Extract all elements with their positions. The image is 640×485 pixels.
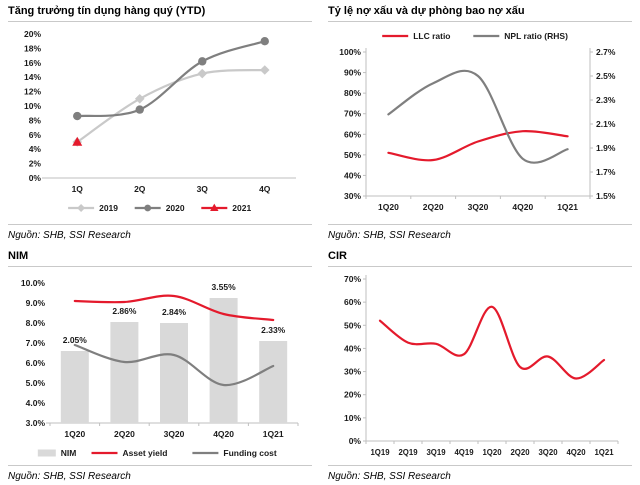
nim-chart: 3.0% 4.0% 5.0% 6.0% 7.0% 8.0% 9.0% 10.0% 2.05% 2.… bbox=[21, 278, 299, 458]
svg-text:1Q21: 1Q21 bbox=[557, 202, 578, 212]
svg-text:80%: 80% bbox=[344, 88, 361, 98]
nim-source: Nguồn: SHB, SSI Research bbox=[8, 465, 312, 482]
svg-text:LLC ratio: LLC ratio bbox=[413, 31, 450, 41]
svg-text:3.0%: 3.0% bbox=[26, 418, 46, 428]
svg-text:7.0%: 7.0% bbox=[26, 338, 46, 348]
svg-text:2.84%: 2.84% bbox=[162, 307, 187, 317]
svg-text:70%: 70% bbox=[344, 274, 361, 284]
svg-text:40%: 40% bbox=[344, 343, 361, 353]
svg-text:1Q: 1Q bbox=[72, 184, 84, 194]
svg-text:40%: 40% bbox=[344, 170, 361, 180]
svg-text:30%: 30% bbox=[344, 367, 361, 377]
svg-text:10%: 10% bbox=[24, 101, 41, 111]
svg-text:10%: 10% bbox=[344, 413, 361, 423]
cir-source: Nguồn: SHB, SSI Research bbox=[328, 465, 632, 482]
svg-text:1Q19: 1Q19 bbox=[370, 448, 390, 457]
svg-text:4.0%: 4.0% bbox=[26, 398, 46, 408]
npl-llc-source: Nguồn: SHB, SSI Research bbox=[328, 224, 632, 241]
svg-text:2.33%: 2.33% bbox=[261, 325, 286, 335]
panel-npl-llc: Tỷ lệ nợ xấu và dự phòng bao nợ xấu 30% 4… bbox=[320, 0, 640, 245]
svg-text:1Q20: 1Q20 bbox=[64, 429, 85, 439]
svg-text:6%: 6% bbox=[29, 130, 42, 140]
nim-title: NIM bbox=[8, 250, 312, 267]
svg-text:2Q20: 2Q20 bbox=[423, 202, 444, 212]
svg-text:4Q: 4Q bbox=[259, 184, 271, 194]
panel-cir: CIR 0% 10% 20% 30% 40% 50% 60% 70% 1Q19 2Q19 3Q19 4… bbox=[320, 245, 640, 485]
svg-text:9.0%: 9.0% bbox=[26, 298, 46, 308]
svg-text:4Q19: 4Q19 bbox=[454, 448, 474, 457]
svg-text:3Q20: 3Q20 bbox=[538, 448, 558, 457]
svg-text:20%: 20% bbox=[344, 390, 361, 400]
svg-text:2Q20: 2Q20 bbox=[510, 448, 530, 457]
svg-text:2%: 2% bbox=[29, 159, 42, 169]
svg-text:2.3%: 2.3% bbox=[596, 95, 616, 105]
credit-growth-source: Nguồn: SHB, SSI Research bbox=[8, 224, 312, 241]
svg-text:1.7%: 1.7% bbox=[596, 167, 616, 177]
svg-text:1Q21: 1Q21 bbox=[263, 429, 284, 439]
svg-text:50%: 50% bbox=[344, 320, 361, 330]
panel-credit-growth: Tăng trưởng tín dụng hàng quý (YTD) 0% 2%… bbox=[0, 0, 320, 245]
svg-text:4Q20: 4Q20 bbox=[213, 429, 234, 439]
svg-text:10.0%: 10.0% bbox=[21, 278, 46, 288]
svg-text:8%: 8% bbox=[29, 115, 42, 125]
svg-text:1.9%: 1.9% bbox=[596, 143, 616, 153]
svg-text:50%: 50% bbox=[344, 150, 361, 160]
svg-text:Asset yield: Asset yield bbox=[123, 448, 168, 458]
svg-text:16%: 16% bbox=[24, 58, 41, 68]
svg-text:Funding cost: Funding cost bbox=[223, 448, 277, 458]
svg-text:8.0%: 8.0% bbox=[26, 318, 46, 328]
svg-text:6.0%: 6.0% bbox=[26, 358, 46, 368]
svg-text:NPL ratio (RHS): NPL ratio (RHS) bbox=[504, 31, 568, 41]
npl-llc-chart: 30% 40% 50% 60% 70% 80% 90% 100% 1.5% 1.7% 1.9% 2.1… bbox=[339, 31, 616, 212]
svg-text:NIM: NIM bbox=[61, 448, 77, 458]
svg-text:3Q20: 3Q20 bbox=[164, 429, 185, 439]
cir-chart: 0% 10% 20% 30% 40% 50% 60% 70% 1Q19 2Q19 3Q19 4Q19 1… bbox=[344, 274, 619, 457]
svg-text:18%: 18% bbox=[24, 43, 41, 53]
svg-text:0%: 0% bbox=[349, 436, 362, 446]
svg-text:2.86%: 2.86% bbox=[112, 306, 137, 316]
svg-text:2Q: 2Q bbox=[134, 184, 146, 194]
svg-text:1Q20: 1Q20 bbox=[482, 448, 502, 457]
svg-text:3Q19: 3Q19 bbox=[426, 448, 446, 457]
credit-growth-chart: 0% 2% 4% 6% 8% 10% 12% 14% 16% 18% 20% 1Q 2Q 3Q 4Q 2019… bbox=[24, 29, 296, 213]
svg-text:1Q21: 1Q21 bbox=[594, 448, 614, 457]
npl-llc-title: Tỷ lệ nợ xấu và dự phòng bao nợ xấu bbox=[328, 5, 632, 22]
svg-text:1Q20: 1Q20 bbox=[378, 202, 399, 212]
svg-text:4Q20: 4Q20 bbox=[566, 448, 586, 457]
svg-text:70%: 70% bbox=[344, 109, 361, 119]
svg-text:90%: 90% bbox=[344, 68, 361, 78]
svg-text:2.7%: 2.7% bbox=[596, 47, 616, 57]
svg-text:2.1%: 2.1% bbox=[596, 119, 616, 129]
svg-text:14%: 14% bbox=[24, 72, 41, 82]
svg-text:100%: 100% bbox=[339, 47, 361, 57]
svg-text:4Q20: 4Q20 bbox=[512, 202, 533, 212]
svg-text:3Q: 3Q bbox=[197, 184, 209, 194]
panel-nim: NIM 3.0% 4.0% 5.0% 6.0% 7.0% 8.0% 9.0% 10.0% 2.0… bbox=[0, 245, 320, 485]
svg-text:30%: 30% bbox=[344, 191, 361, 201]
svg-text:1.5%: 1.5% bbox=[596, 191, 616, 201]
svg-text:20%: 20% bbox=[24, 29, 41, 39]
svg-text:3.55%: 3.55% bbox=[212, 282, 237, 292]
svg-text:2021: 2021 bbox=[232, 203, 251, 213]
svg-text:2Q20: 2Q20 bbox=[114, 429, 135, 439]
svg-text:2019: 2019 bbox=[99, 203, 118, 213]
svg-text:2Q19: 2Q19 bbox=[398, 448, 418, 457]
svg-text:4%: 4% bbox=[29, 144, 42, 154]
credit-growth-title: Tăng trưởng tín dụng hàng quý (YTD) bbox=[8, 5, 312, 22]
svg-text:0%: 0% bbox=[29, 173, 42, 183]
svg-text:2.05%: 2.05% bbox=[63, 335, 88, 345]
svg-text:2.5%: 2.5% bbox=[596, 71, 616, 81]
svg-text:3Q20: 3Q20 bbox=[468, 202, 489, 212]
svg-text:2020: 2020 bbox=[166, 203, 185, 213]
svg-text:5.0%: 5.0% bbox=[26, 378, 46, 388]
svg-text:12%: 12% bbox=[24, 87, 41, 97]
cir-title: CIR bbox=[328, 250, 632, 267]
svg-text:60%: 60% bbox=[344, 129, 361, 139]
svg-text:60%: 60% bbox=[344, 297, 361, 307]
